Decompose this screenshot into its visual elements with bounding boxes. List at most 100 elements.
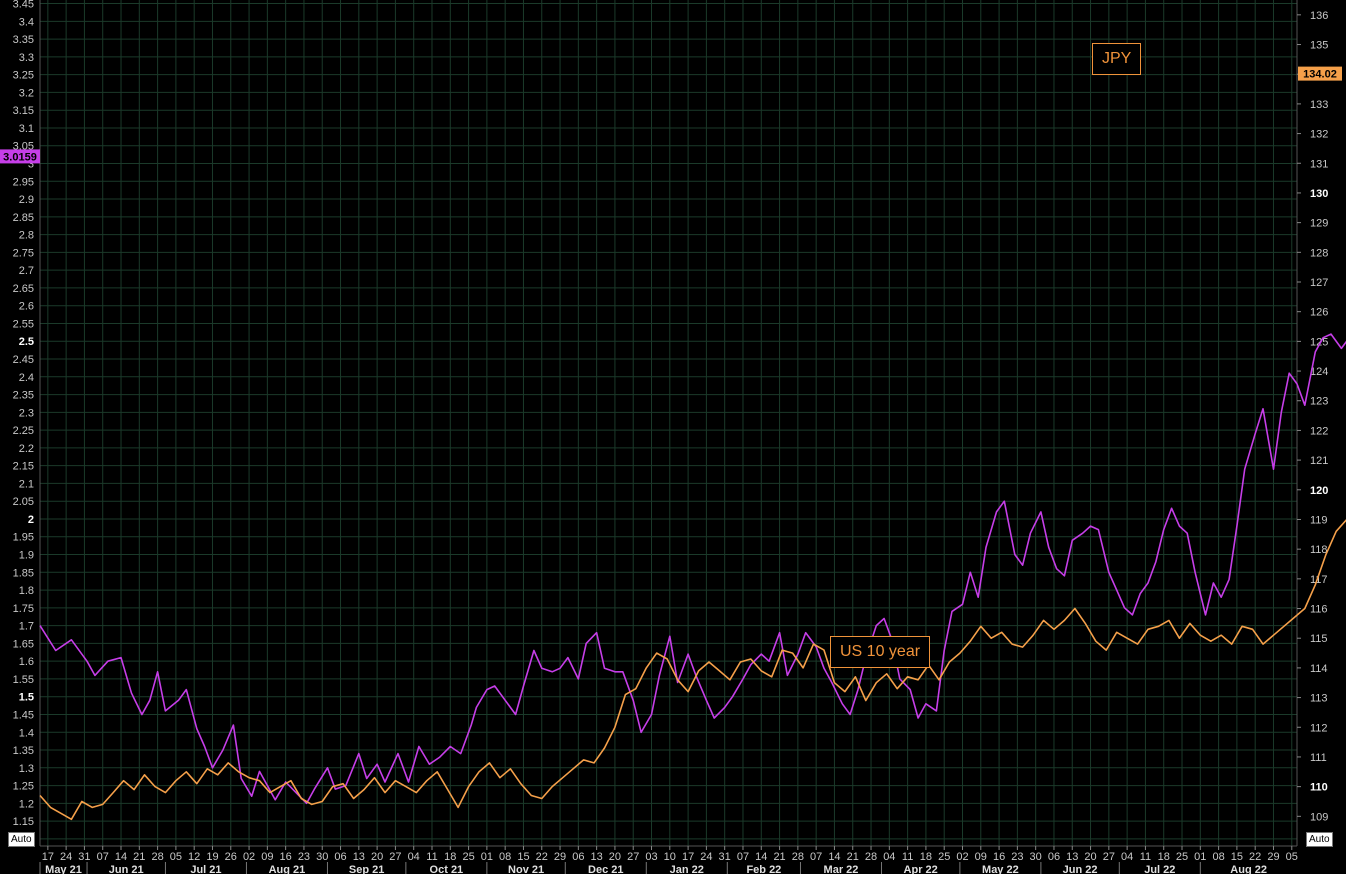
x-day-label: 01 (481, 851, 493, 863)
jpy-last-value-label: 134.02 (1303, 69, 1337, 81)
x-day-label: 13 (353, 851, 365, 863)
left-tick-label: 3.1 (19, 123, 34, 135)
left-tick-label: 3.4 (19, 16, 34, 28)
x-day-label: 31 (78, 851, 90, 863)
auto-scale-left-button[interactable]: Auto (8, 832, 35, 847)
x-day-label: 13 (591, 851, 603, 863)
x-month-label: Feb 22 (746, 864, 781, 874)
x-day-label: 28 (865, 851, 877, 863)
left-tick-label: 1.85 (13, 567, 34, 579)
x-day-label: 15 (517, 851, 529, 863)
x-day-label: 05 (1286, 851, 1298, 863)
left-tick-label: 2.85 (13, 212, 34, 224)
auto-scale-right-button[interactable]: Auto (1306, 832, 1333, 847)
right-tick-label: 132 (1310, 129, 1328, 141)
x-month-label: Oct 21 (430, 864, 464, 874)
x-day-label: 23 (298, 851, 310, 863)
x-day-label: 20 (1084, 851, 1096, 863)
x-month-label: Jan 22 (670, 864, 704, 874)
x-day-label: 20 (609, 851, 621, 863)
x-day-label: 22 (1249, 851, 1261, 863)
x-day-label: 24 (700, 851, 712, 863)
right-tick-label: 126 (1310, 307, 1328, 319)
x-day-label: 02 (956, 851, 968, 863)
right-tick-label: 113 (1310, 693, 1328, 705)
right-tick-label: 135 (1310, 40, 1328, 52)
left-tick-label: 2.6 (19, 301, 34, 313)
left-tick-label: 2.8 (19, 230, 34, 242)
left-tick-label: 2.05 (13, 496, 34, 508)
x-day-label: 28 (792, 851, 804, 863)
left-tick-label: 1.3 (19, 763, 34, 775)
x-day-label: 07 (810, 851, 822, 863)
right-tick-label: 118 (1310, 544, 1328, 556)
x-month-label: Apr 22 (904, 864, 938, 874)
jpy-series-label: JPY (1092, 43, 1142, 75)
x-day-label: 29 (554, 851, 566, 863)
x-month-label: Mar 22 (824, 864, 859, 874)
x-day-label: 31 (719, 851, 731, 863)
x-day-label: 25 (938, 851, 950, 863)
x-month-label: Dec 21 (588, 864, 623, 874)
x-month-label: Aug 22 (1230, 864, 1267, 874)
x-month-label: Sep 21 (349, 864, 384, 874)
x-day-label: 16 (280, 851, 292, 863)
x-day-label: 09 (261, 851, 273, 863)
right-tick-label: 120 (1310, 485, 1328, 497)
left-tick-label: 2.15 (13, 461, 34, 473)
right-tick-label: 115 (1310, 633, 1328, 645)
left-tick-label: 2 (28, 514, 34, 526)
x-day-label: 13 (1066, 851, 1078, 863)
x-day-label: 29 (1267, 851, 1279, 863)
left-tick-label: 2.4 (19, 372, 34, 384)
left-tick-label: 1.4 (19, 727, 34, 739)
right-tick-label: 109 (1310, 811, 1328, 823)
x-month-label: Jun 21 (109, 864, 144, 874)
x-day-label: 19 (206, 851, 218, 863)
x-day-label: 24 (60, 851, 72, 863)
us10-line (39, 333, 1346, 805)
right-tick-label: 130 (1310, 188, 1328, 200)
x-day-label: 21 (847, 851, 859, 863)
x-day-label: 05 (170, 851, 182, 863)
x-day-label: 01 (1194, 851, 1206, 863)
left-tick-label: 1.25 (13, 781, 34, 793)
us10-last-value-label: 3.0159 (3, 151, 37, 163)
right-tick-label: 131 (1310, 158, 1328, 170)
left-tick-label: 3.2 (19, 87, 34, 99)
x-day-label: 08 (499, 851, 511, 863)
x-day-label: 18 (444, 851, 456, 863)
x-month-label: May 22 (982, 864, 1019, 874)
left-tick-label: 1.6 (19, 656, 34, 668)
left-tick-label: 2.75 (13, 247, 34, 259)
left-tick-label: 1.45 (13, 709, 34, 721)
x-day-label: 06 (334, 851, 346, 863)
left-tick-label: 2.2 (19, 443, 34, 455)
x-day-label: 14 (115, 851, 127, 863)
right-axis: 109 110 111 112 113 114 115 116 117 118 119 120 121 1… (1296, 0, 1328, 846)
right-tick-label: 133 (1310, 99, 1328, 111)
last-value-tags: 3.0159 134.02 (0, 66, 1342, 164)
x-day-label: 14 (755, 851, 767, 863)
x-day-label: 23 (1011, 851, 1023, 863)
x-day-label: 06 (1048, 851, 1060, 863)
left-tick-label: 1.65 (13, 638, 34, 650)
x-day-label: 10 (664, 851, 676, 863)
x-day-label: 27 (1103, 851, 1115, 863)
x-day-label: 17 (42, 851, 54, 863)
left-tick-label: 2.55 (13, 318, 34, 330)
left-tick-label: 1.55 (13, 674, 34, 686)
x-day-label: 15 (1231, 851, 1243, 863)
x-day-label: 14 (828, 851, 840, 863)
x-day-label: 27 (627, 851, 639, 863)
x-day-label: 30 (316, 851, 328, 863)
right-tick-label: 117 (1310, 574, 1328, 586)
left-tick-label: 2.5 (19, 336, 34, 348)
x-day-label: 17 (682, 851, 694, 863)
left-tick-label: 2.45 (13, 354, 34, 366)
left-tick-label: 3.25 (13, 70, 34, 82)
left-tick-label: 1.35 (13, 745, 34, 757)
right-tick-label: 110 (1310, 782, 1328, 794)
left-tick-label: 1.7 (19, 621, 34, 633)
